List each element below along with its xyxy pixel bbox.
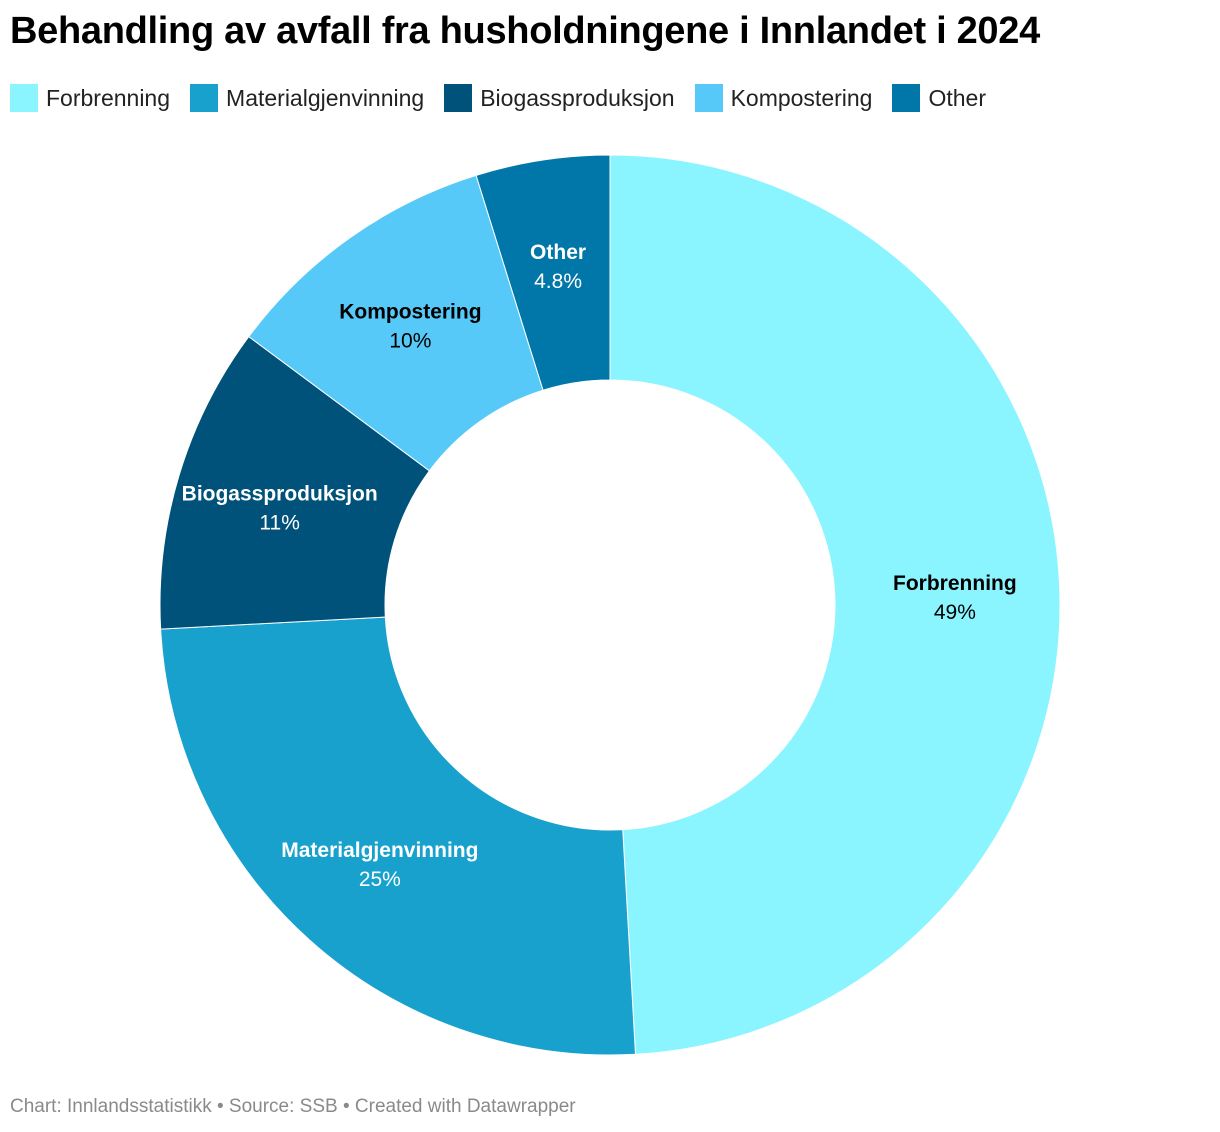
chart-footer: Chart: Innlandsstatistikk • Source: SSB … [10,1096,576,1117]
legend-item-kompostering: Kompostering [694,84,873,112]
slice-label-materialgjenvinning: Materialgjenvinning [281,839,478,862]
slice-other [475,154,611,391]
slice-label-forbrenning: Forbrenning [893,572,1017,595]
legend-item-materialgjenvinning: Materialgjenvinning [190,84,424,112]
slice-value-other: 4.8% [534,270,582,293]
slice-label-biogassproduksjon: Biogassproduksjon [182,482,378,505]
legend-label-kompostering: Kompostering [730,84,873,111]
chart-title: Behandling av avfall fra husholdningene … [10,10,1040,52]
slice-value-forbrenning: 49% [934,601,976,624]
legend-label-forbrenning: Forbrenning [46,84,171,111]
slice-forbrenning [609,154,1061,1055]
legend-item-forbrenning: Forbrenning [10,84,170,112]
legend-swatch-forbrenning [10,84,38,112]
legend-label-other: Other [928,84,987,111]
slice-biogassproduksjon [159,335,431,630]
slice-label-other: Other [530,241,586,264]
slice-value-materialgjenvinning: 25% [359,868,401,891]
legend-swatch-other [892,84,921,112]
legend-swatch-kompostering [694,84,723,112]
legend: Forbrenning Materialgjenvinning Biogassp… [10,84,1006,112]
legend-item-other: Other [892,84,986,112]
slice-value-kompostering: 10% [389,330,431,353]
legend-swatch-materialgjenvinning [190,84,219,112]
legend-item-biogassproduksjon: Biogassproduksjon [444,84,675,112]
slice-label-kompostering: Kompostering [339,301,481,324]
legend-label-materialgjenvinning: Materialgjenvinning [226,84,425,111]
legend-label-biogassproduksjon: Biogassproduksjon [480,84,675,111]
legend-swatch-biogassproduksjon [444,84,473,112]
slice-materialgjenvinning [160,616,637,1056]
slice-value-biogassproduksjon: 11% [259,511,299,534]
slice-kompostering [248,174,544,472]
